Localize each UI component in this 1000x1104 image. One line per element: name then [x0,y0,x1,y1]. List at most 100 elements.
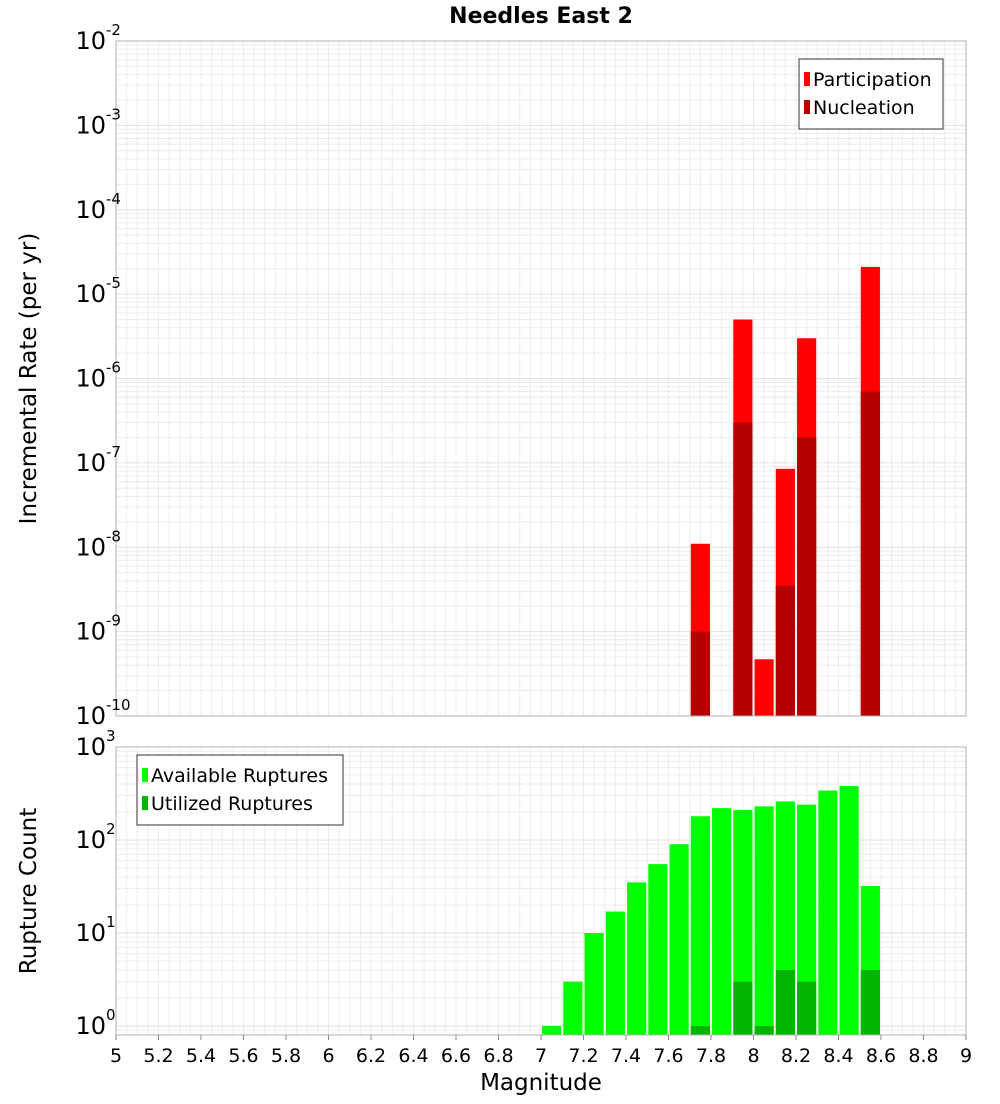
bar [712,808,732,1035]
bar [860,391,880,716]
y-axis-label: Incremental Rate (per yr) [16,233,42,525]
y-tick-base: 10 [75,365,106,393]
x-tick-label: 5.4 [186,1045,216,1067]
y-tick-base: 10 [75,618,106,646]
y-tick-exponent: -5 [106,274,121,292]
bar [563,981,583,1035]
legend: Participation Nucleation [798,58,944,130]
bar [690,816,710,1035]
legend-box [798,58,944,130]
x-tick-label: 5.6 [228,1045,258,1067]
y-tick-base: 10 [75,27,106,55]
y-tick-base: 10 [75,196,106,224]
x-tick-label: 6.4 [398,1045,428,1067]
legend-swatch [142,796,148,810]
x-tick-label: 8.4 [823,1045,853,1067]
y-tick-base: 10 [75,1012,106,1040]
y-tick-exponent: -2 [106,21,121,39]
y-tick-exponent: -7 [106,443,121,461]
x-tick-label: 8.2 [781,1045,811,1067]
y-tick-label: 10 -5 [75,274,121,308]
bar [669,844,689,1035]
legend: Available Ruptures Utilized Ruptures [136,754,344,826]
bar [775,969,795,1035]
y-tick-label: 10 1 [75,913,115,947]
series-nucleation [690,391,880,716]
legend-label: Utilized Ruptures [151,793,313,815]
bar [754,806,774,1035]
y-tick-label: 10 -8 [75,527,121,561]
x-tick-label: 6.2 [356,1045,386,1067]
x-tick-label: 6 [322,1045,334,1067]
x-tick-label: 5 [110,1045,122,1067]
bar [605,911,625,1035]
bar [690,631,710,716]
legend-label: Nucleation [813,97,915,119]
legend-label: Available Ruptures [151,765,328,787]
y-tick-label: 10 3 [75,727,115,761]
y-tick-label: 10 -4 [75,190,121,224]
y-axis-label: Rupture Count [16,808,42,974]
y-tick-base: 10 [75,449,106,477]
bar [818,790,838,1035]
x-axis-label: Magnitude [480,1070,602,1096]
chart-title: Needles East 2 [449,4,633,29]
y-tick-base: 10 [75,919,106,947]
y-tick-exponent: -8 [106,527,121,545]
y-tick-base: 10 [75,533,106,561]
bar [754,1025,774,1035]
x-tick-label: 8.8 [908,1045,938,1067]
x-tick-label: 6.8 [483,1045,513,1067]
y-tick-label: 10 2 [75,820,115,854]
y-tick-label: 10 -10 [75,696,130,730]
bar [584,932,604,1035]
bar [797,981,817,1035]
legend-swatch [142,768,148,782]
y-tick-label: 10 -2 [75,21,121,55]
x-tick-label: 7.2 [568,1045,598,1067]
y-tick-label: 10 -7 [75,443,121,477]
legend-label: Participation [813,69,932,91]
bar [839,786,859,1035]
bar [733,981,753,1035]
y-tick-exponent: 0 [106,1006,116,1024]
bar [542,1025,562,1035]
x-tick-label: 7.4 [611,1045,641,1067]
y-tick-label: 10 -3 [75,105,121,139]
bar [754,659,774,716]
x-tick-label: 7.6 [653,1045,683,1067]
legend-swatch [804,72,810,86]
legend-swatch [804,100,810,114]
grid-lines [115,41,967,717]
y-tick-base: 10 [75,733,106,761]
bar [797,804,817,1035]
y-tick-exponent: -3 [106,105,121,123]
y-tick-exponent: 2 [106,820,116,838]
series-available-ruptures [542,786,880,1035]
bar [775,585,795,716]
y-tick-exponent: -10 [106,696,131,714]
bar [733,810,753,1035]
x-tick-label: 8 [747,1045,759,1067]
bar [797,437,817,716]
x-tick-label: 6.6 [441,1045,471,1067]
x-tick-labels: 5 5.2 5.4 5.6 5.8 6 6.2 6.4 6.6 6.8 7 7.2 7.4 7.6 7.8 8… [110,1035,972,1067]
y-tick-base: 10 [75,280,106,308]
bar [627,882,647,1035]
x-tick-label: 8.6 [866,1045,896,1067]
plot-border [115,40,967,717]
bar [860,969,880,1035]
y-tick-label: 10 -6 [75,359,121,393]
y-tick-label: 10 0 [75,1006,115,1040]
y-tick-base: 10 [75,111,106,139]
x-tick-label: 7.8 [696,1045,726,1067]
x-tick-label: 5.2 [143,1045,173,1067]
y-tick-exponent: 1 [106,913,116,931]
y-tick-exponent: -6 [106,359,121,377]
